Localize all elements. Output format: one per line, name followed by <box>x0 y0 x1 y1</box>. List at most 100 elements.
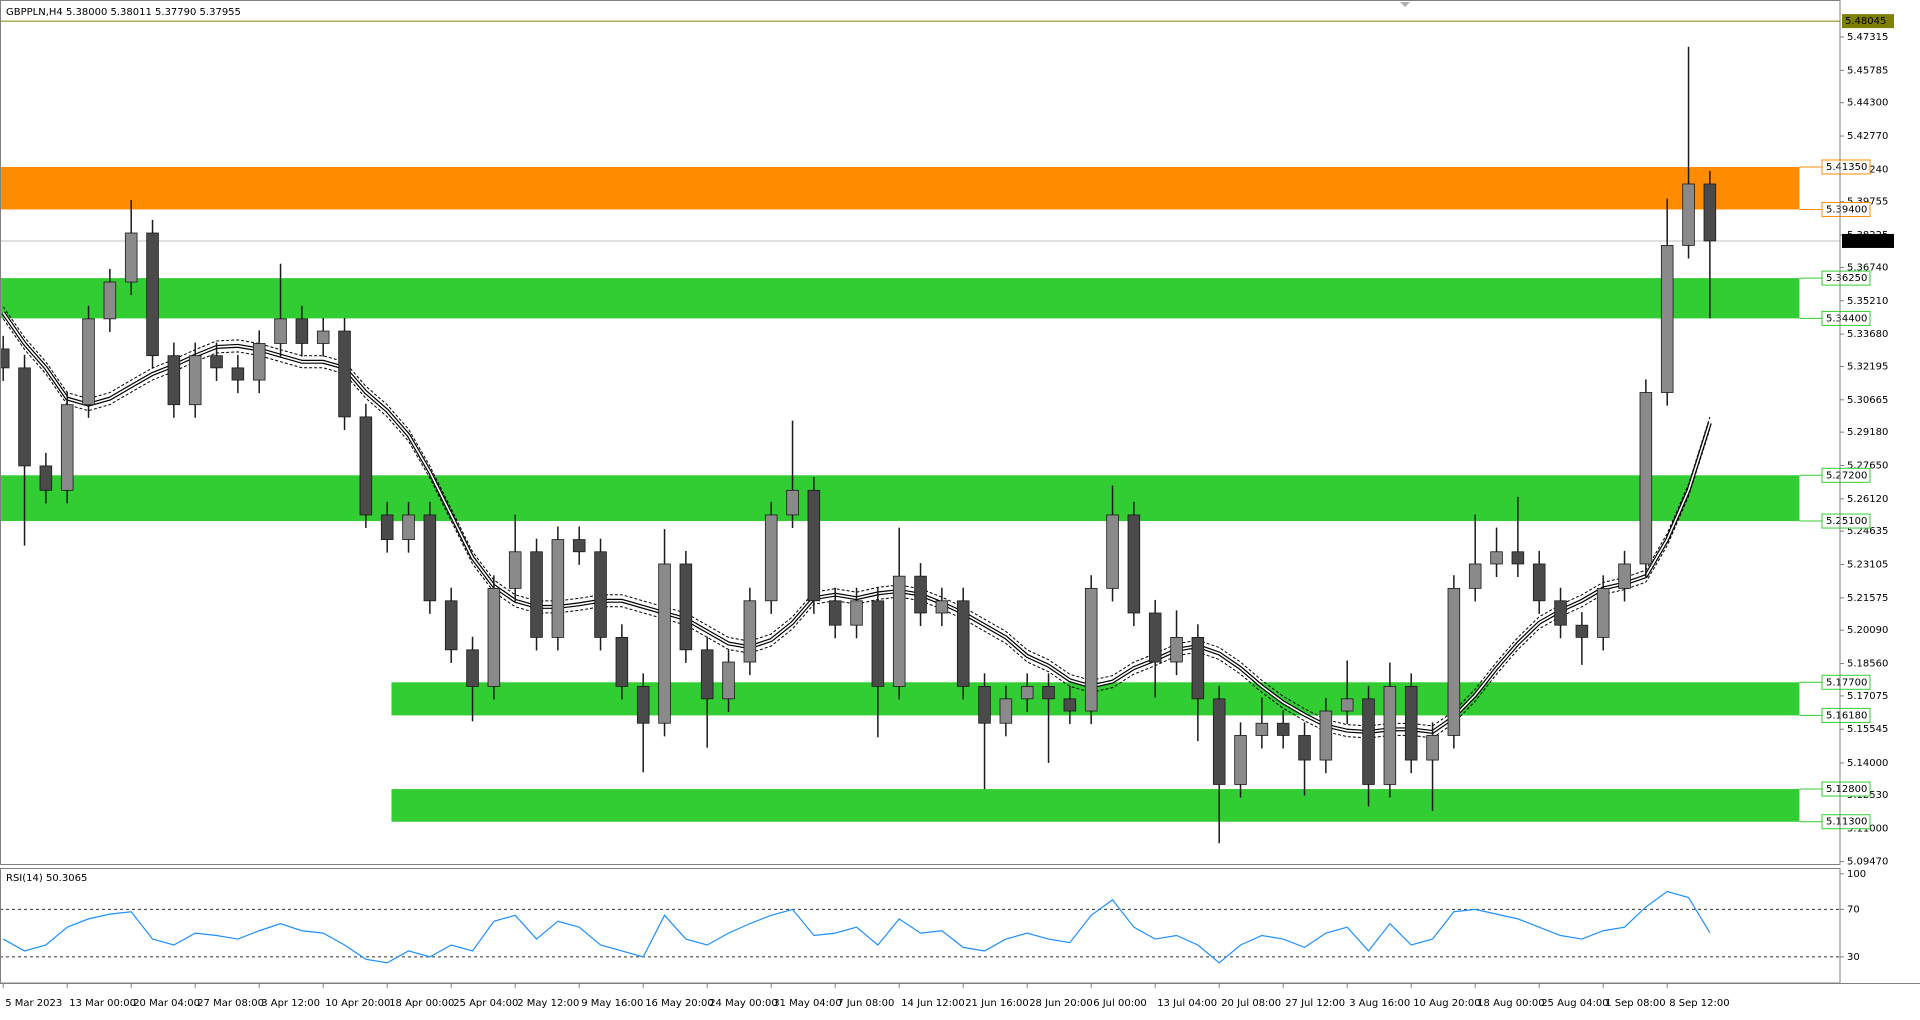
y-tick-label: 5.42770 <box>1847 131 1888 142</box>
x-tick-label: 27 Mar 08:00 <box>197 998 264 1009</box>
candle-body <box>679 563 693 651</box>
axis-layer: 5.473155.457855.443005.427705.412405.397… <box>2 14 1894 1009</box>
zone-level-label: 5.39400 <box>1826 204 1867 215</box>
candle-body <box>1682 183 1695 246</box>
candle-body <box>1234 735 1247 785</box>
candle-body <box>871 600 885 687</box>
candle-body <box>594 551 607 638</box>
zone-level-label: 5.11300 <box>1826 817 1867 828</box>
candle-body <box>316 330 330 344</box>
candle-body <box>188 355 202 406</box>
candle-body <box>1639 392 1653 565</box>
y-tick-label: 5.23105 <box>1847 560 1888 571</box>
candle-body <box>1170 636 1183 663</box>
rsi-title: RSI(14) 50.3065 <box>6 873 87 884</box>
candle-body <box>530 551 543 638</box>
candle-body <box>210 355 223 369</box>
rsi-tick-label: 70 <box>1847 904 1860 915</box>
zone-level-box <box>1821 310 1871 326</box>
zone-level-box <box>1821 781 1871 797</box>
candle-body <box>1511 551 1525 565</box>
candle-body <box>1127 514 1141 614</box>
x-tick-label: 2 May 12:00 <box>517 998 579 1009</box>
candle-body <box>1660 245 1674 393</box>
y-tick-label: 5.33680 <box>1847 329 1888 340</box>
candle-body <box>615 636 629 687</box>
candle-body <box>402 514 415 540</box>
y-tick-label: 5.14000 <box>1847 758 1888 769</box>
candle-body <box>1383 686 1397 785</box>
zone-level-box <box>1821 814 1871 830</box>
x-tick-label: 6 Jul 00:00 <box>1093 998 1147 1009</box>
top-level-label: 5.48045 <box>1845 16 1886 27</box>
y-tick-label: 5.27650 <box>1847 460 1888 471</box>
zone-level-label: 5.17700 <box>1826 677 1867 688</box>
candle-body <box>1340 698 1354 712</box>
rsi-tick-label: 30 <box>1847 952 1860 963</box>
candle-body <box>18 367 31 467</box>
candle-body <box>1042 686 1055 700</box>
candle-body <box>743 600 757 663</box>
zone-level-label: 5.25100 <box>1826 516 1867 527</box>
x-tick-label: 9 May 16:00 <box>581 998 643 1009</box>
current-price-box <box>1842 233 1894 248</box>
y-tick-label: 5.36740 <box>1847 262 1888 273</box>
zone-level-box <box>1821 674 1871 690</box>
zone-level-box <box>1821 513 1871 529</box>
candle-body <box>935 600 949 614</box>
y-tick-label: 5.30665 <box>1847 395 1888 406</box>
zone <box>1 475 1800 522</box>
x-tick-label: 8 Sep 12:00 <box>1669 998 1729 1009</box>
y-tick-label: 5.26120 <box>1847 494 1888 505</box>
x-tick-label: 5 Mar 2023 <box>5 998 62 1009</box>
x-tick-label: 20 Jul 08:00 <box>1221 998 1281 1009</box>
y-tick-label: 5.24635 <box>1847 526 1888 537</box>
candle-body <box>1148 612 1162 663</box>
candle-body <box>1063 698 1077 712</box>
main-pane-border <box>0 0 1841 865</box>
candle-body <box>0 348 10 369</box>
zone-level-box <box>1821 201 1871 217</box>
zone-level-label: 5.41350 <box>1826 162 1867 173</box>
candle-body <box>1020 686 1034 700</box>
candle-body <box>338 330 351 418</box>
candle-body <box>956 600 970 687</box>
chart-title: GBPPLN,H4 5.38000 5.38011 5.37790 5.3795… <box>6 7 241 18</box>
candle-body <box>1191 636 1205 700</box>
zone-level-box <box>1821 467 1871 483</box>
candle-body <box>1362 698 1375 785</box>
candle-body <box>1618 563 1631 589</box>
candle-body <box>700 649 714 700</box>
x-tick-label: 25 Apr 04:00 <box>453 998 518 1009</box>
y-tick-label: 5.45785 <box>1847 65 1888 76</box>
y-tick-label: 5.17075 <box>1847 691 1888 702</box>
candle-body <box>274 318 287 344</box>
zone-level-box <box>1821 270 1871 286</box>
x-tick-label: 13 Mar 00:00 <box>69 998 136 1009</box>
candle-body <box>359 416 373 516</box>
candle-body <box>1212 698 1226 785</box>
candle-body <box>551 539 565 638</box>
candle-body <box>764 514 778 602</box>
x-tick-label: 1 Sep 08:00 <box>1605 998 1665 1009</box>
zone-level-label: 5.36250 <box>1826 273 1867 284</box>
x-tick-label: 14 Jun 12:00 <box>901 998 965 1009</box>
zone-level-label: 5.16180 <box>1826 710 1867 721</box>
candle-body <box>1106 514 1119 589</box>
candle-body <box>1703 183 1717 242</box>
candle-body <box>508 551 522 589</box>
candle-body <box>786 489 799 516</box>
candle-body <box>39 465 53 491</box>
candle-body <box>1298 735 1311 761</box>
zone-level-box <box>1821 707 1871 723</box>
candle-body <box>1532 563 1546 602</box>
x-tick-label: 10 Apr 20:00 <box>325 998 390 1009</box>
zone <box>391 789 1800 822</box>
candle-body <box>1447 587 1461 736</box>
candle-body <box>1468 563 1482 589</box>
x-tick-label: 31 May 04:00 <box>773 998 842 1009</box>
current-price-label: 5.37955 <box>1845 236 1886 247</box>
candles-layer <box>0 46 1717 844</box>
